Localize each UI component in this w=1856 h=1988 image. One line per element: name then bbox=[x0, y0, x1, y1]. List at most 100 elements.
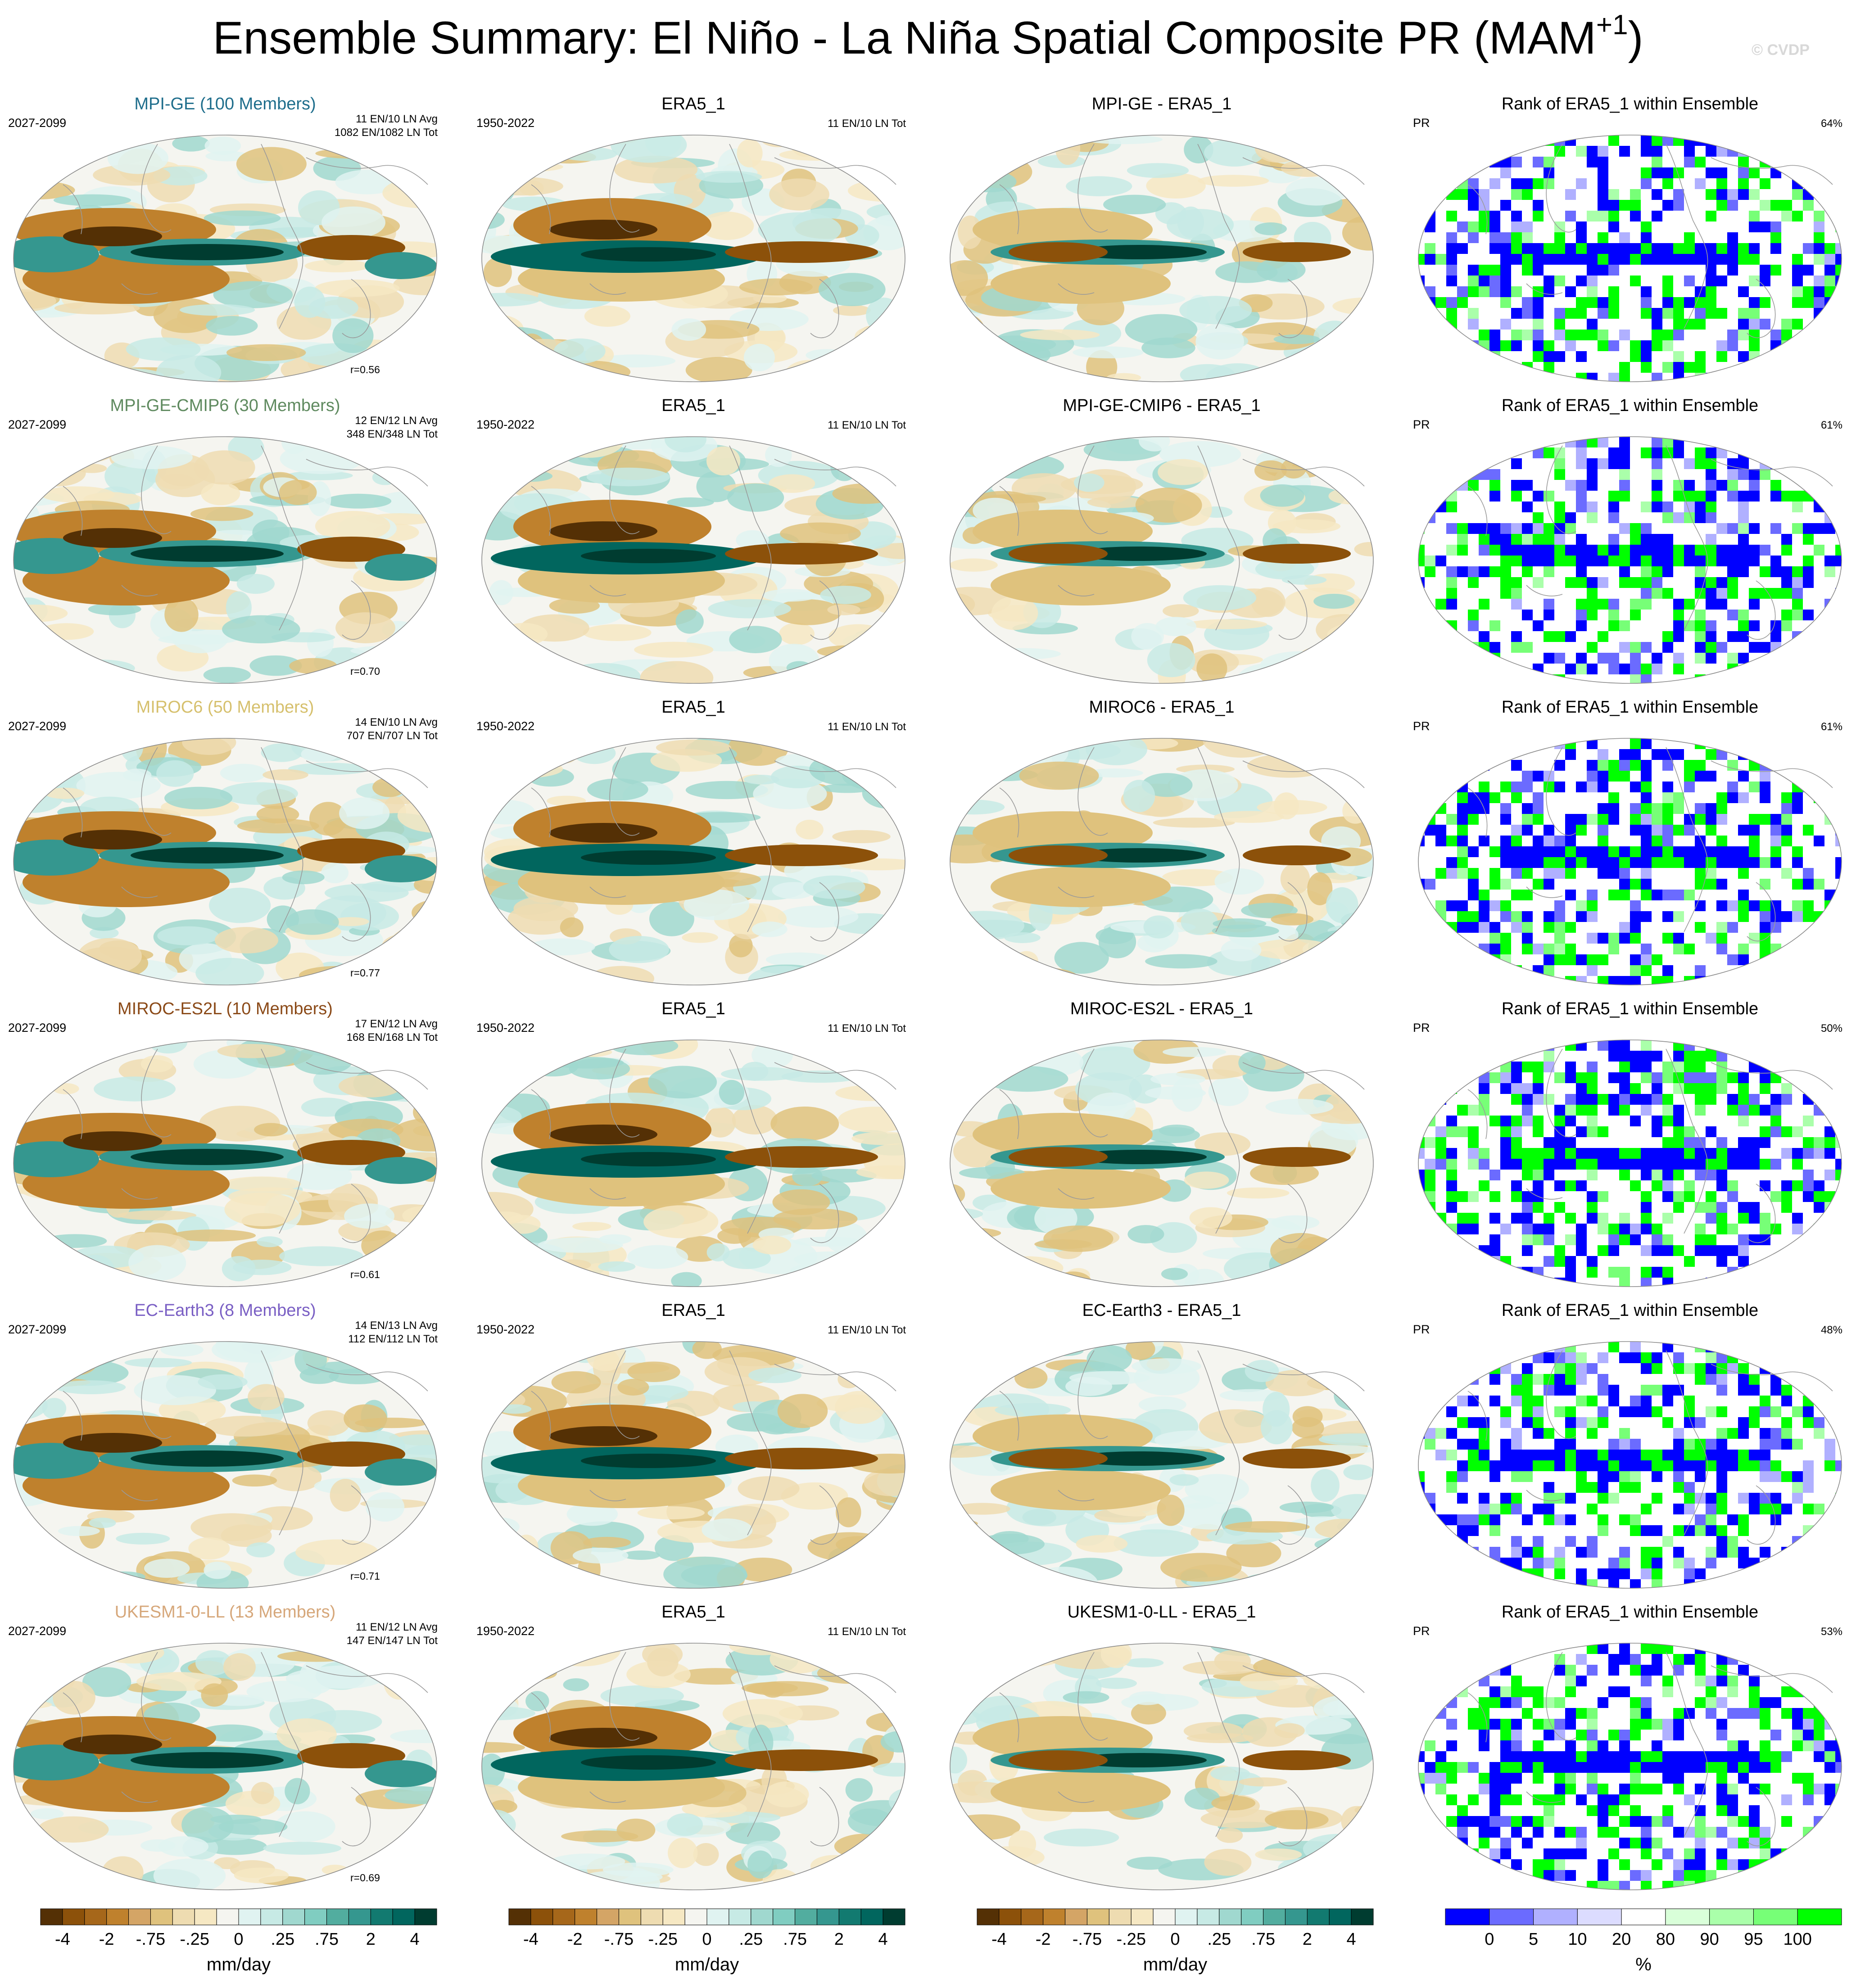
rank-cell bbox=[1824, 1579, 1835, 1588]
anomaly-band bbox=[991, 1168, 1171, 1209]
rank-cell bbox=[1835, 1213, 1842, 1224]
coastline-segment bbox=[306, 760, 428, 788]
rank-cell bbox=[1749, 1406, 1760, 1417]
rank-cell bbox=[1565, 1686, 1576, 1697]
rank-cell bbox=[1468, 868, 1479, 879]
rank-cell bbox=[1446, 1191, 1457, 1202]
rank-cell bbox=[1706, 1126, 1716, 1137]
rank-cell bbox=[1630, 911, 1641, 922]
rank-cell bbox=[1814, 664, 1824, 674]
anomaly-blob bbox=[1227, 1187, 1290, 1199]
rank-cell bbox=[1803, 566, 1814, 577]
rank-cell bbox=[1727, 1224, 1738, 1234]
rank-cell bbox=[1641, 588, 1652, 599]
map-svg bbox=[481, 738, 905, 985]
rank-cell bbox=[1418, 1342, 1425, 1352]
coastline-segment bbox=[141, 747, 172, 836]
rank-cell bbox=[1533, 308, 1544, 319]
rank-cell bbox=[1824, 351, 1835, 362]
rank-cell bbox=[1652, 254, 1662, 265]
anomaly-blob bbox=[210, 1815, 262, 1824]
rank-cell bbox=[1835, 556, 1842, 566]
anomaly-blob bbox=[979, 1044, 1043, 1065]
rank-cell bbox=[1727, 792, 1738, 803]
rank-cell bbox=[1446, 1428, 1457, 1439]
rank-cell bbox=[1500, 1493, 1511, 1504]
rank-cell bbox=[1619, 642, 1630, 653]
rank-cell bbox=[1522, 642, 1533, 653]
rank-cell bbox=[1533, 1094, 1544, 1105]
rank-cell bbox=[1706, 1558, 1716, 1568]
rank-cell bbox=[1565, 1385, 1576, 1396]
rank-cell bbox=[1695, 1471, 1706, 1482]
rank-cell bbox=[1662, 1234, 1673, 1245]
rank-cell bbox=[1435, 976, 1446, 985]
anomaly-blob bbox=[282, 870, 325, 885]
rank-cell bbox=[1425, 254, 1435, 265]
rank-cell bbox=[1619, 857, 1630, 868]
coastline-segment bbox=[1467, 1391, 1488, 1441]
anomaly-blob bbox=[600, 1685, 684, 1707]
rank-cell bbox=[1446, 965, 1457, 976]
rank-cell bbox=[1738, 1460, 1749, 1471]
rank-cell bbox=[1716, 340, 1727, 351]
rank-cell bbox=[1435, 954, 1446, 965]
rank-cell bbox=[1457, 1213, 1468, 1224]
rank-cell bbox=[1489, 1245, 1500, 1256]
rank-cell bbox=[1619, 1686, 1630, 1697]
rank-cell bbox=[1673, 1665, 1684, 1676]
map-svg bbox=[13, 738, 437, 985]
rank-cell bbox=[1500, 276, 1511, 286]
rank-cell bbox=[1533, 265, 1544, 276]
coastline-segment bbox=[1747, 1485, 1776, 1545]
coastline-segment bbox=[729, 747, 772, 932]
panel-model: MIROC6 (50 Members) 2027-2099 14 EN/10 LN … bbox=[0, 698, 450, 999]
rank-cell bbox=[1489, 738, 1500, 749]
rank-cell bbox=[1522, 1116, 1533, 1126]
rank-cell bbox=[1770, 232, 1781, 243]
anomaly-blob bbox=[307, 1410, 350, 1436]
rank-cell bbox=[1760, 879, 1770, 890]
rank-cell bbox=[1544, 523, 1554, 534]
anomaly-blob bbox=[482, 759, 563, 779]
rank-cell bbox=[1814, 1417, 1824, 1428]
rank-cell bbox=[1630, 1665, 1641, 1676]
rank-cell bbox=[1673, 491, 1684, 502]
rank-cell bbox=[1749, 1460, 1760, 1471]
rank-cell bbox=[1716, 437, 1727, 447]
coastlines bbox=[531, 144, 896, 339]
rank-cell bbox=[1533, 1406, 1544, 1417]
panel-title: Rank of ERA5_1 within Ensemble bbox=[1501, 95, 1759, 113]
rank-cell bbox=[1565, 577, 1576, 588]
rank-cell bbox=[1565, 1256, 1576, 1267]
rank-cell bbox=[1706, 512, 1716, 523]
rank-cell bbox=[1630, 1471, 1641, 1482]
rank-cell bbox=[1684, 556, 1695, 566]
rank-cell bbox=[1511, 1686, 1522, 1697]
rank-cell bbox=[1489, 157, 1500, 167]
rank-cell bbox=[1500, 857, 1511, 868]
rank-cell bbox=[1652, 146, 1662, 157]
anomaly-blob bbox=[1271, 1215, 1320, 1230]
rank-cell bbox=[1544, 351, 1554, 362]
rank-cell bbox=[1749, 1417, 1760, 1428]
anomaly-blob bbox=[1153, 818, 1235, 828]
rank-cell bbox=[1673, 1062, 1684, 1072]
anomaly-blob bbox=[325, 493, 392, 509]
rank-cell bbox=[1511, 857, 1522, 868]
rank-cell bbox=[1479, 900, 1489, 911]
coastline-segment bbox=[63, 787, 83, 838]
rank-cell bbox=[1425, 135, 1435, 146]
rank-cell bbox=[1738, 1547, 1749, 1558]
rank-cell bbox=[1418, 351, 1425, 362]
rank-cell bbox=[1706, 846, 1716, 857]
rank-cell bbox=[1511, 1579, 1522, 1588]
rank-cell bbox=[1554, 738, 1565, 749]
rank-cell bbox=[1489, 879, 1500, 890]
anomaly-blob bbox=[182, 738, 236, 755]
rank-cell bbox=[1749, 340, 1760, 351]
panel-obs: ERA5_1 1950-2022 11 EN/10 LN Tot bbox=[468, 95, 919, 395]
anomaly-blob bbox=[276, 1718, 337, 1751]
rank-cell bbox=[1760, 566, 1770, 577]
rank-cell bbox=[1662, 803, 1673, 814]
